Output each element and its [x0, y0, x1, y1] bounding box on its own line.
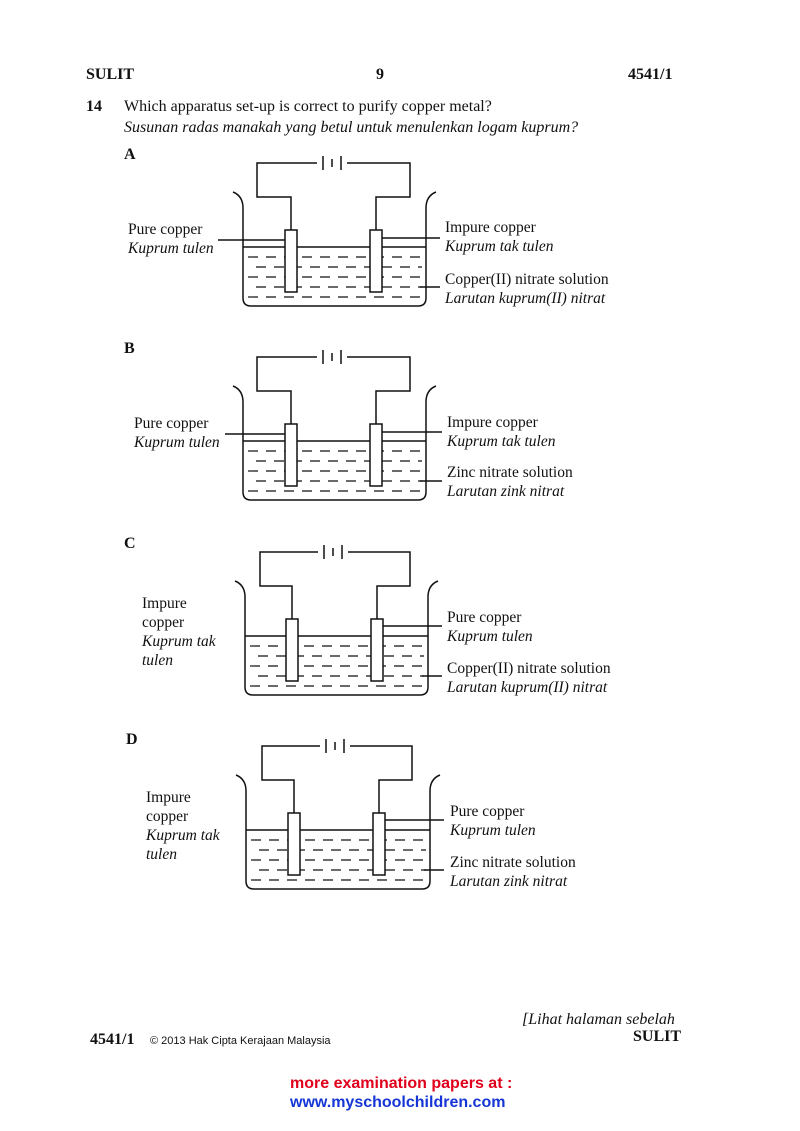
option-c-right-label-ms: Kuprum tulen	[447, 628, 533, 645]
solution-dashes	[248, 256, 422, 298]
option-b-left-label-en: Pure copper	[134, 415, 209, 432]
battery-icon	[322, 350, 342, 364]
option-c-right-label-en: Pure copper	[447, 609, 522, 626]
option-d-right-label-en: Pure copper	[450, 803, 525, 820]
option-d-solution-en: Zinc nitrate solution	[450, 854, 576, 871]
option-b-apparatus	[225, 350, 442, 501]
battery-icon	[322, 156, 342, 170]
option-d-solution-ms: Larutan zink nitrat	[450, 873, 568, 890]
option-d-left-label-en: Impure copper	[146, 789, 191, 825]
left-electrode	[287, 812, 301, 876]
solution-dashes	[250, 645, 424, 687]
circuit-wire	[256, 356, 317, 424]
beaker-icon	[234, 580, 439, 696]
right-electrode	[372, 812, 386, 876]
option-a-left-label-ms: Kuprum tulen	[128, 240, 214, 257]
footer-sulit: SULIT	[633, 1028, 682, 1045]
question-text-ms: Susunan radas manakah yang betul untuk m…	[124, 119, 579, 136]
promo-link[interactable]: www.myschoolchildren.com	[290, 1094, 506, 1111]
option-b-left-label-ms: Kuprum tulen	[134, 434, 220, 451]
battery-icon	[325, 739, 345, 753]
option-a-solution-ms: Larutan kuprum(II) nitrat	[445, 290, 606, 307]
circuit-wire	[350, 745, 413, 813]
option-a-right-label-ms: Kuprum tak tulen	[445, 238, 554, 255]
question-number: 14	[86, 98, 102, 115]
footer-code: 4541/1	[90, 1031, 135, 1048]
circuit-wire	[259, 551, 318, 619]
circuit-wire	[348, 551, 411, 619]
left-electrode	[284, 423, 298, 487]
option-d-letter[interactable]: D	[126, 731, 138, 748]
option-d-left-label-ms: Kuprum tak tulen	[146, 827, 220, 863]
copyright: © 2013 Hak Cipta Kerajaan Malaysia	[150, 1035, 331, 1047]
option-b-right-label-en: Impure copper	[447, 414, 538, 431]
option-c-letter[interactable]: C	[124, 535, 136, 552]
option-c-apparatus	[234, 545, 442, 696]
page-number: 9	[376, 66, 384, 83]
paper-code: 4541/1	[628, 66, 673, 83]
solution-dashes	[248, 450, 422, 492]
option-c-left-label-en: Impure copper	[142, 595, 187, 631]
option-a-apparatus	[218, 156, 440, 307]
option-d-apparatus	[235, 739, 444, 890]
option-b-right-label-ms: Kuprum tak tulen	[447, 433, 556, 450]
circuit-wire	[347, 356, 411, 424]
solution-dashes	[251, 839, 426, 881]
option-c-solution-ms: Larutan kuprum(II) nitrat	[447, 679, 608, 696]
beaker-icon	[232, 191, 437, 307]
turn-page-note: [Lihat halaman sebelah	[522, 1011, 675, 1028]
header-left: SULIT	[86, 66, 135, 83]
right-electrode	[369, 423, 383, 487]
option-c-solution-en: Copper(II) nitrate solution	[447, 660, 611, 677]
option-a-letter[interactable]: A	[124, 146, 136, 163]
right-electrode	[369, 229, 383, 293]
battery-icon	[323, 545, 343, 559]
circuit-wire	[256, 162, 317, 230]
option-a-left-label-en: Pure copper	[128, 221, 203, 238]
option-b-solution-en: Zinc nitrate solution	[447, 464, 573, 481]
option-b-letter[interactable]: B	[124, 340, 135, 357]
circuit-wire	[347, 162, 411, 230]
left-electrode	[284, 229, 298, 293]
promo-text: more examination papers at :	[290, 1075, 513, 1092]
circuit-wire	[261, 745, 320, 813]
right-electrode	[370, 618, 384, 682]
option-a-solution-en: Copper(II) nitrate solution	[445, 271, 609, 288]
option-d-right-label-ms: Kuprum tulen	[450, 822, 536, 839]
question-text-en: Which apparatus set-up is correct to pur…	[124, 98, 492, 115]
option-c-left-label-ms: Kuprum tak tulen	[142, 633, 216, 669]
left-electrode	[285, 618, 299, 682]
option-a-right-label-en: Impure copper	[445, 219, 536, 236]
option-b-solution-ms: Larutan zink nitrat	[447, 483, 565, 500]
beaker-icon	[232, 385, 437, 501]
beaker-icon	[235, 774, 441, 890]
